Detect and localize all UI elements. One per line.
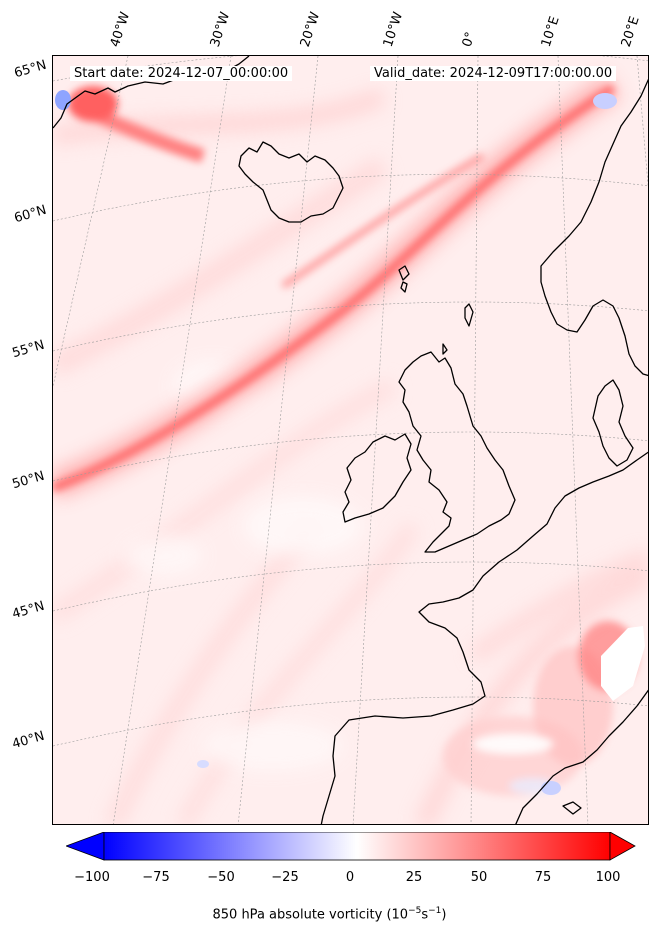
coast-great-britain — [398, 351, 516, 553]
coast-continent — [320, 451, 648, 824]
colorbar-title-mid: s — [421, 907, 429, 923]
coastlines — [53, 56, 648, 824]
colorbar-tick: −25 — [271, 870, 299, 885]
lat-label-65n: 65°N — [12, 57, 49, 82]
coast-shetland — [464, 303, 474, 327]
negative-vorticity-patch — [55, 90, 71, 110]
frontal-vorticity-band — [53, 74, 621, 500]
colorbar — [66, 832, 636, 861]
lon-label-0: 0° — [459, 30, 479, 49]
coast-iceland — [238, 141, 344, 223]
valid-date-label: Valid_date: 2024-12-09T17:00:00.00 — [370, 66, 617, 81]
lon-label-20e: 20°E — [618, 14, 643, 50]
coast-mediterranean — [515, 689, 648, 824]
vorticity-field — [53, 56, 648, 824]
lat-label-50n: 50°N — [10, 468, 47, 493]
colorbar-title-exp1: −5 — [408, 906, 422, 916]
colorbar-tick: 25 — [405, 870, 423, 885]
lon-label-10w: 10°W — [380, 10, 407, 49]
negative-vorticity-patch — [197, 760, 209, 768]
masked-area — [601, 626, 645, 701]
lon-label-40w: 40°W — [107, 10, 134, 49]
lat-label-60n: 60°N — [12, 202, 49, 227]
colorbar-tick: 50 — [470, 870, 488, 885]
colorbar-tick: −50 — [207, 870, 235, 885]
lat-label-55n: 55°N — [10, 337, 47, 362]
colorbar-tick: 75 — [534, 870, 552, 885]
negative-vorticity-patch — [541, 781, 561, 795]
coast-norway — [540, 78, 648, 377]
lat-label-45n: 45°N — [10, 598, 47, 623]
colorbar-extend-max — [609, 832, 636, 861]
vorticity-map — [52, 55, 649, 825]
negative-vorticity-patch — [593, 93, 617, 109]
coast-ireland — [342, 433, 412, 523]
colorbar-gradient — [103, 832, 611, 861]
start-date-label: Start date: 2024-12-07_00:00:00 — [70, 66, 293, 81]
colorbar-title: 850 hPa absolute vorticity (10−5s−1) — [0, 906, 659, 922]
colorbar-extend-min — [66, 832, 105, 861]
colorbar-tick: −75 — [142, 870, 170, 885]
lon-label-10e: 10°E — [538, 14, 563, 50]
colorbar-tick: −100 — [74, 870, 110, 885]
colorbar-title-exp2: −1 — [428, 906, 442, 916]
lon-label-20w: 20°W — [297, 10, 324, 49]
coast-denmark — [592, 379, 634, 467]
coast-faroe — [398, 265, 410, 281]
colorbar-title-end: ) — [441, 907, 447, 923]
colorbar-tick: 100 — [595, 870, 621, 885]
lon-label-30w: 30°W — [207, 10, 234, 49]
colorbar-title-main: 850 hPa absolute vorticity (10 — [212, 907, 409, 923]
colorbar-tick: 0 — [345, 870, 355, 885]
lat-label-40n: 40°N — [10, 728, 47, 753]
